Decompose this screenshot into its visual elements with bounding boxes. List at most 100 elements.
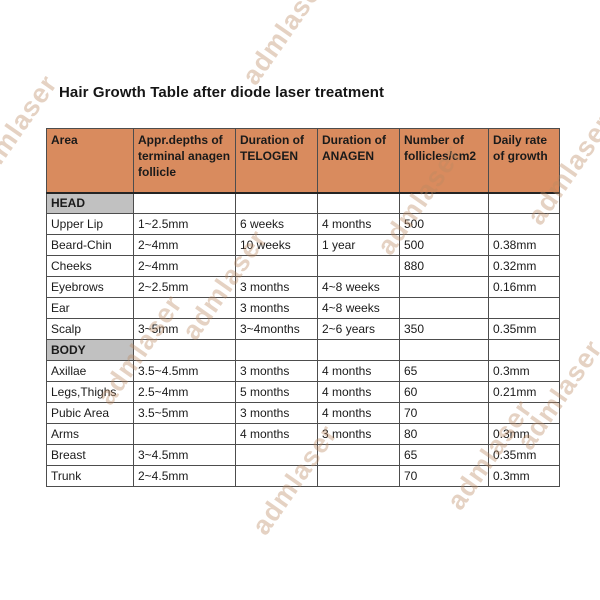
table-cell xyxy=(488,339,560,361)
table-cell: Arms xyxy=(46,423,134,445)
table-row: Axillae 3.5~4.5mm 3 months 4 months 65 0.3mm xyxy=(46,360,560,382)
table-cell: 65 xyxy=(399,444,489,466)
table-cell: 3.5~5mm xyxy=(133,402,236,424)
table-cell: 0.3mm xyxy=(488,360,560,382)
table-cell xyxy=(317,339,400,361)
table-row: Cheeks 2~4mm 880 0.32mm xyxy=(46,255,560,277)
table-cell: 3 months xyxy=(317,423,400,445)
table-cell: 500 xyxy=(399,234,489,256)
table-cell: 2~4mm xyxy=(133,234,236,256)
table-cell xyxy=(235,192,318,214)
table-cell: 4 months xyxy=(317,360,400,382)
table-cell: Axillae xyxy=(46,360,134,382)
table-cell: 3~5mm xyxy=(133,318,236,340)
table-cell: 0.3mm xyxy=(488,465,560,487)
table-cell: 5 months xyxy=(235,381,318,403)
table-cell: 4 months xyxy=(317,381,400,403)
table-cell: Pubic Area xyxy=(46,402,134,424)
column-header: Area xyxy=(46,128,134,194)
table-cell xyxy=(317,444,400,466)
table-cell: 0.35mm xyxy=(488,444,560,466)
table-cell: 70 xyxy=(399,465,489,487)
table-cell: 3.5~4.5mm xyxy=(133,360,236,382)
column-header: Duration of ANAGEN xyxy=(317,128,400,194)
table-cell: 10 weeks xyxy=(235,234,318,256)
section-row: HEAD xyxy=(46,192,560,214)
table-cell: 0.38mm xyxy=(488,234,560,256)
table-cell xyxy=(488,192,560,214)
table-cell: 2~4.5mm xyxy=(133,465,236,487)
table-cell: Breast xyxy=(46,444,134,466)
table-cell: 1 year xyxy=(317,234,400,256)
table-row: Ear 3 months 4~8 weeks xyxy=(46,297,560,319)
table-cell: 80 xyxy=(399,423,489,445)
table-cell: Ear xyxy=(46,297,134,319)
table-cell xyxy=(133,297,236,319)
section-label-cell: HEAD xyxy=(46,192,134,214)
column-header: Duration of TELOGEN xyxy=(235,128,318,194)
table-cell: Beard-Chin xyxy=(46,234,134,256)
table-cell: 3 months xyxy=(235,360,318,382)
table-cell: 65 xyxy=(399,360,489,382)
table-row: Beard-Chin 2~4mm 10 weeks 1 year 500 0.38mm xyxy=(46,234,560,256)
table-cell: 3 months xyxy=(235,297,318,319)
column-header: Appr.depths of terminal anagen follicle xyxy=(133,128,236,194)
table-cell xyxy=(317,255,400,277)
table-cell: 880 xyxy=(399,255,489,277)
table-row: Eyebrows 2~2.5mm 3 months 4~8 weeks 0.16mm xyxy=(46,276,560,298)
column-header: Daily rate of growth xyxy=(488,128,560,194)
table-cell: 0.35mm xyxy=(488,318,560,340)
table-row: Pubic Area 3.5~5mm 3 months 4 months 70 xyxy=(46,402,560,424)
table-cell: Scalp xyxy=(46,318,134,340)
table-cell: 2~2.5mm xyxy=(133,276,236,298)
table-body: HEAD Upper Lip 1~2.5mm 6 weeks 4 months 500 Be… xyxy=(46,192,560,487)
table-cell xyxy=(133,192,236,214)
watermark-text: admlaser xyxy=(236,0,334,91)
table-cell xyxy=(133,423,236,445)
table-cell: 70 xyxy=(399,402,489,424)
table-cell xyxy=(399,297,489,319)
section-row: BODY xyxy=(46,339,560,361)
table-row: Legs,Thighs 2.5~4mm 5 months 4 months 60 0.21… xyxy=(46,381,560,403)
page-title: Hair Growth Table after diode laser trea… xyxy=(59,84,385,101)
table-row: Scalp 3~5mm 3~4months 2~6 years 350 0.35mm xyxy=(46,318,560,340)
table-cell xyxy=(488,402,560,424)
table-cell: Upper Lip xyxy=(46,213,134,235)
table-cell: Trunk xyxy=(46,465,134,487)
table-row: Breast 3~4.5mm 65 0.35mm xyxy=(46,444,560,466)
table-cell: Cheeks xyxy=(46,255,134,277)
table-row: Arms 4 months 3 months 80 0.3mm xyxy=(46,423,560,445)
table-cell xyxy=(317,192,400,214)
table-row: Upper Lip 1~2.5mm 6 weeks 4 months 500 xyxy=(46,213,560,235)
table-cell: 2.5~4mm xyxy=(133,381,236,403)
column-header: Number of follicles/cm2 xyxy=(399,128,489,194)
hair-growth-table: Area Appr.depths of terminal anagen folli… xyxy=(46,128,560,487)
table-cell: 350 xyxy=(399,318,489,340)
table-cell: 4 months xyxy=(317,213,400,235)
table-cell: 3 months xyxy=(235,276,318,298)
table-cell xyxy=(235,255,318,277)
table-cell: 0.3mm xyxy=(488,423,560,445)
table-cell: 500 xyxy=(399,213,489,235)
table-cell xyxy=(488,213,560,235)
table-cell xyxy=(488,297,560,319)
table-cell xyxy=(235,465,318,487)
table-cell xyxy=(399,192,489,214)
table-cell xyxy=(317,465,400,487)
table-cell xyxy=(399,276,489,298)
table-cell: 1~2.5mm xyxy=(133,213,236,235)
table-cell: 4 months xyxy=(235,423,318,445)
table-cell: 0.16mm xyxy=(488,276,560,298)
table-cell: 4~8 weeks xyxy=(317,297,400,319)
table-cell: 60 xyxy=(399,381,489,403)
table-cell: 3~4.5mm xyxy=(133,444,236,466)
table-cell: 0.32mm xyxy=(488,255,560,277)
section-label-cell: BODY xyxy=(46,339,134,361)
table-cell: 2~4mm xyxy=(133,255,236,277)
table-cell: 4~8 weeks xyxy=(317,276,400,298)
table-cell xyxy=(235,339,318,361)
table-cell: 3 months xyxy=(235,402,318,424)
table-cell: 6 weeks xyxy=(235,213,318,235)
table-cell: 3~4months xyxy=(235,318,318,340)
